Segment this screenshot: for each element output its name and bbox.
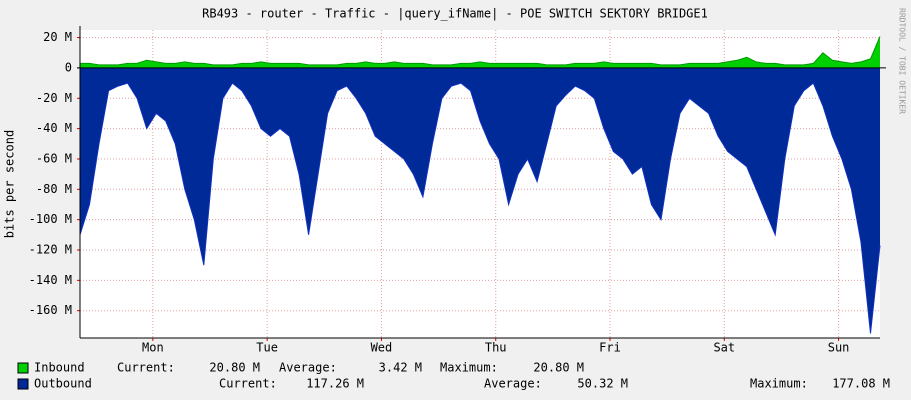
legend-maximum-label: Maximum: [750,377,808,391]
x-tick-label: Tue [256,341,278,355]
legend-swatch [17,378,29,390]
y-tick-label: 20 M [43,30,72,44]
y-tick-label: 0 [65,60,72,74]
y-tick-label: -100 M [29,212,72,226]
legend-average: 3.42 M [379,361,422,375]
area [80,36,880,68]
side-text: RRDTOOL / TOBI OETIKER [898,8,907,114]
x-tick-label: Wed [371,341,393,355]
chart-title: RB493 - router - Traffic - |query_ifName… [202,7,708,21]
area [80,67,880,334]
legend-name: Inbound [34,361,85,375]
legend-current-label: Current: [117,361,175,375]
x-tick-label: Thu [485,341,507,355]
legend-maximum-label: Maximum: [440,361,498,375]
y-tick-label: -40 M [36,121,72,135]
y-tick-label: -160 M [29,303,72,317]
legend-current: 20.80 M [209,361,260,375]
x-tick-label: Mon [142,341,164,355]
legend-average-label: Average: [484,377,542,391]
legend-maximum: 20.80 M [533,361,584,375]
y-tick-label: -120 M [29,243,72,257]
legend-swatch [17,362,29,374]
x-tick-label: Sun [828,341,850,355]
y-tick-label: -60 M [36,151,72,165]
area-edge [80,36,881,66]
y-tick-label: -140 M [29,273,72,287]
legend-current-label: Current: [219,377,277,391]
y-tick-label: -80 M [36,182,72,196]
legend-maximum: 177.08 M [832,377,890,391]
y-axis-label: bits per second [3,130,17,238]
x-tick-label: Fri [599,341,621,355]
x-tick-label: Sat [713,341,735,355]
legend-name: Outbound [34,377,92,391]
y-tick-label: -20 M [36,91,72,105]
legend-current: 117.26 M [306,377,364,391]
legend-average-label: Average: [279,361,337,375]
legend-average: 50.32 M [577,377,628,391]
area-edge [79,82,881,334]
